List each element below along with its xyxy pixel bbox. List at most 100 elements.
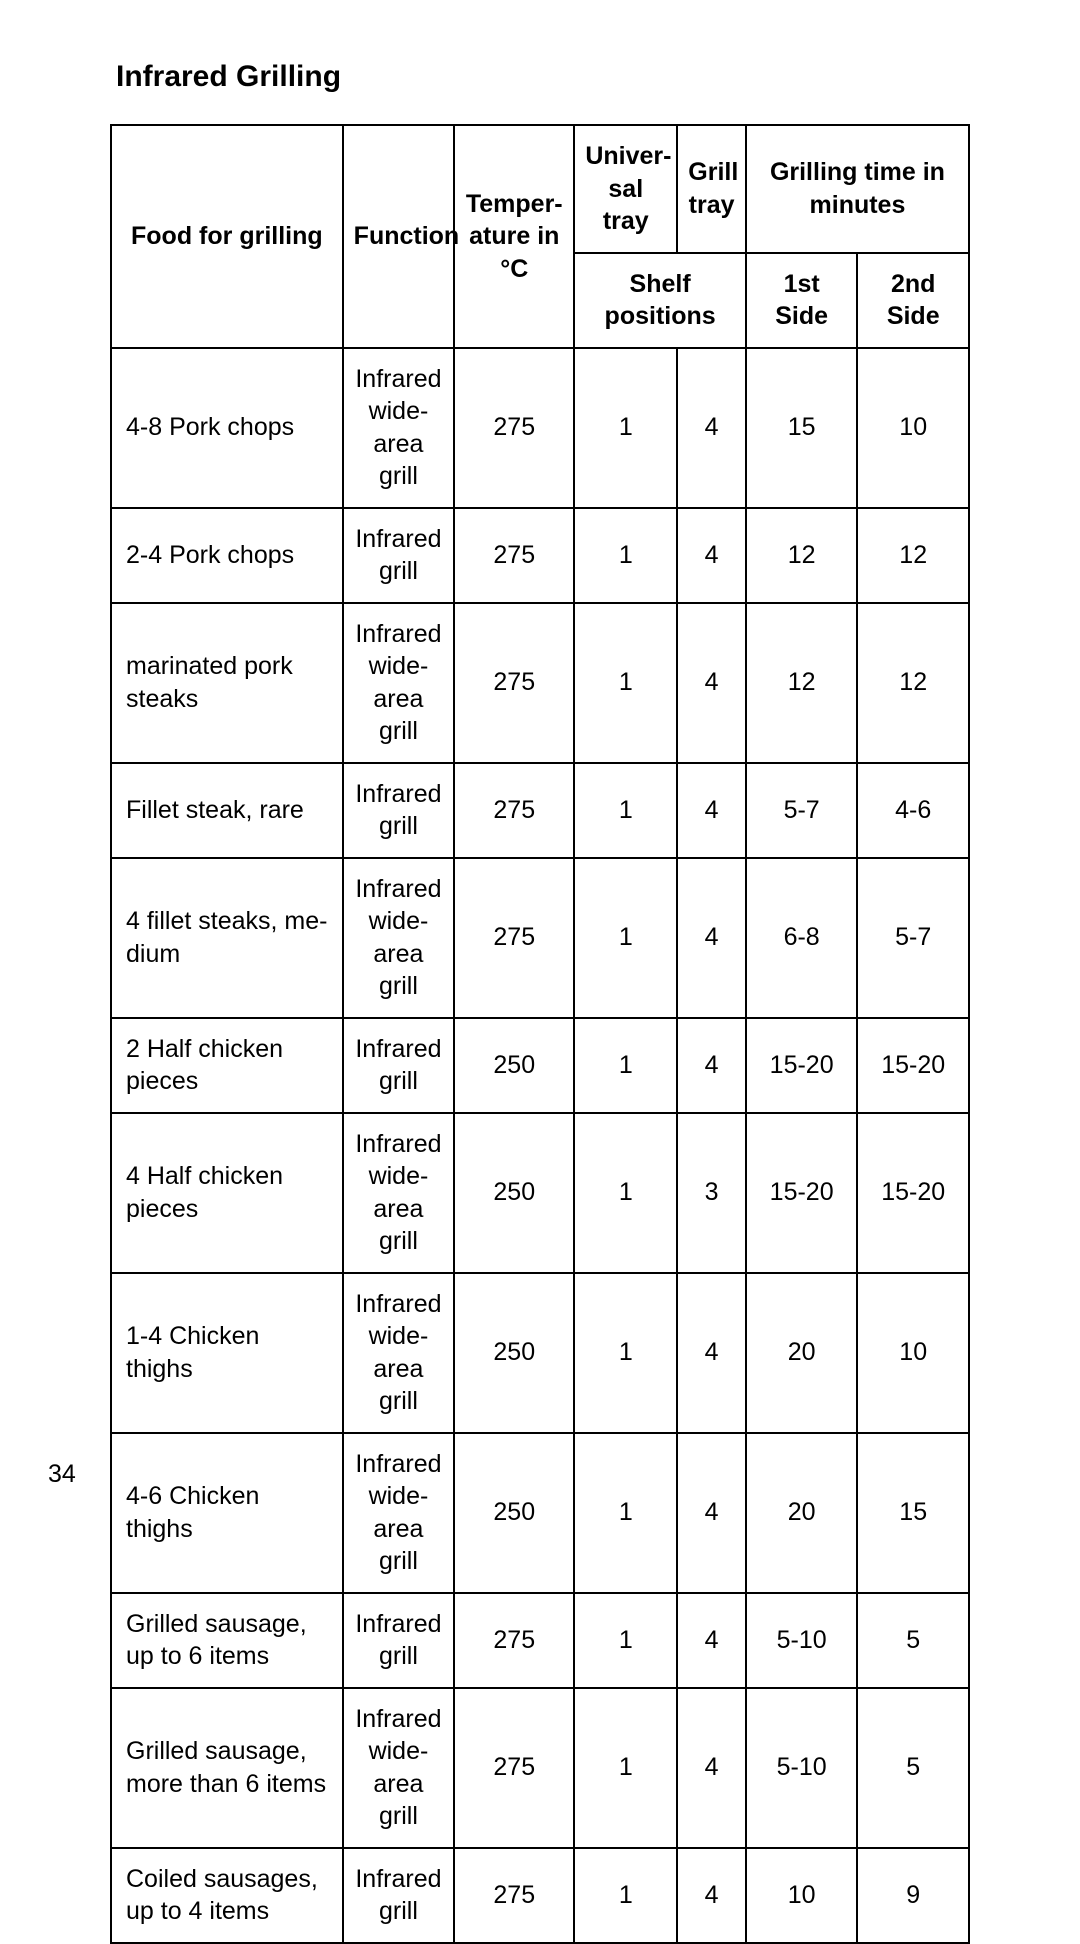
header-grillingtime: Grilling time in minutes (746, 125, 969, 253)
cell-side1: 5-7 (746, 763, 858, 858)
cell-side1: 10 (746, 1848, 858, 1943)
header-temp: Temper- ature in °C (454, 125, 574, 348)
cell-side1: 12 (746, 508, 858, 603)
table-body: 4-8 Pork chopsInfrared wide-area grill27… (111, 348, 969, 1943)
header-side2: 2nd Side (857, 253, 969, 348)
header-food: Food for grilling (111, 125, 343, 348)
table-row: 4 fillet steaks, me- diumInfrared wide-a… (111, 858, 969, 1018)
cell-food: 4 fillet steaks, me- dium (111, 858, 343, 1018)
cell-grill-tray: 4 (677, 1688, 746, 1848)
cell-universal-tray: 1 (574, 858, 677, 1018)
cell-side1: 15-20 (746, 1018, 858, 1113)
cell-function: Infrared grill (343, 1848, 455, 1943)
cell-function: Infrared wide-area grill (343, 1688, 455, 1848)
cell-side1: 20 (746, 1433, 858, 1593)
cell-food: 4-8 Pork chops (111, 348, 343, 508)
grilling-table: Food for grilling Function Temper- ature… (110, 124, 970, 1944)
cell-universal-tray: 1 (574, 603, 677, 763)
cell-universal-tray: 1 (574, 1113, 677, 1273)
cell-function: Infrared grill (343, 763, 455, 858)
page-title: Infrared Grilling (116, 60, 970, 94)
cell-food: marinated pork steaks (111, 603, 343, 763)
cell-food: Grilled sausage, more than 6 items (111, 1688, 343, 1848)
cell-temp: 275 (454, 1593, 574, 1688)
document-page: Infrared Grilling Food for grilling Func… (0, 0, 1080, 1529)
cell-grill-tray: 3 (677, 1113, 746, 1273)
cell-side2: 4-6 (857, 763, 969, 858)
cell-grill-tray: 4 (677, 603, 746, 763)
cell-side1: 5-10 (746, 1688, 858, 1848)
cell-side2: 10 (857, 1273, 969, 1433)
header-side1: 1st Side (746, 253, 858, 348)
cell-side1: 5-10 (746, 1593, 858, 1688)
table-row: Grilled sausage, more than 6 itemsInfrar… (111, 1688, 969, 1848)
cell-side2: 15-20 (857, 1018, 969, 1113)
cell-food: 4 Half chicken pieces (111, 1113, 343, 1273)
cell-universal-tray: 1 (574, 1273, 677, 1433)
table-row: 1-4 Chicken thighsInfrared wide-area gri… (111, 1273, 969, 1433)
cell-food: Fillet steak, rare (111, 763, 343, 858)
header-shelfpositions: Shelf positions (574, 253, 746, 348)
cell-grill-tray: 4 (677, 1848, 746, 1943)
table-row: marinated pork steaksInfrared wide-area … (111, 603, 969, 763)
cell-universal-tray: 1 (574, 1848, 677, 1943)
cell-grill-tray: 4 (677, 763, 746, 858)
table-row: 4-8 Pork chopsInfrared wide-area grill27… (111, 348, 969, 508)
cell-universal-tray: 1 (574, 508, 677, 603)
cell-universal-tray: 1 (574, 348, 677, 508)
cell-function: Infrared wide-area grill (343, 858, 455, 1018)
header-universal: Univer- sal tray (574, 125, 677, 253)
cell-side2: 5 (857, 1688, 969, 1848)
cell-function: Infrared grill (343, 508, 455, 603)
cell-temp: 250 (454, 1113, 574, 1273)
cell-food: 4-6 Chicken thighs (111, 1433, 343, 1593)
cell-grill-tray: 4 (677, 1593, 746, 1688)
cell-grill-tray: 4 (677, 1018, 746, 1113)
cell-function: Infrared wide-area grill (343, 1113, 455, 1273)
table-row: Coiled sausages, up to 4 itemsInfrared g… (111, 1848, 969, 1943)
cell-side2: 5 (857, 1593, 969, 1688)
cell-temp: 275 (454, 603, 574, 763)
cell-side2: 9 (857, 1848, 969, 1943)
cell-function: Infrared wide-area grill (343, 1273, 455, 1433)
table-row: 2 Half chicken piecesInfrared grill25014… (111, 1018, 969, 1113)
table-row: Fillet steak, rareInfrared grill275145-7… (111, 763, 969, 858)
page-number: 34 (48, 1460, 76, 1489)
cell-side1: 20 (746, 1273, 858, 1433)
cell-food: 1-4 Chicken thighs (111, 1273, 343, 1433)
cell-food: 2 Half chicken pieces (111, 1018, 343, 1113)
cell-temp: 275 (454, 763, 574, 858)
cell-temp: 275 (454, 858, 574, 1018)
table-row: Grilled sausage, up to 6 itemsInfrared g… (111, 1593, 969, 1688)
cell-grill-tray: 4 (677, 348, 746, 508)
header-grilltray: Grill tray (677, 125, 746, 253)
cell-function: Infrared wide-area grill (343, 603, 455, 763)
cell-grill-tray: 4 (677, 858, 746, 1018)
cell-grill-tray: 4 (677, 1273, 746, 1433)
cell-universal-tray: 1 (574, 1688, 677, 1848)
cell-grill-tray: 4 (677, 1433, 746, 1593)
cell-universal-tray: 1 (574, 763, 677, 858)
cell-universal-tray: 1 (574, 1593, 677, 1688)
cell-food: Coiled sausages, up to 4 items (111, 1848, 343, 1943)
cell-temp: 275 (454, 1688, 574, 1848)
cell-temp: 275 (454, 348, 574, 508)
cell-universal-tray: 1 (574, 1433, 677, 1593)
cell-side2: 5-7 (857, 858, 969, 1018)
cell-function: Infrared wide-area grill (343, 348, 455, 508)
cell-universal-tray: 1 (574, 1018, 677, 1113)
table-row: 4-6 Chicken thighsInfrared wide-area gri… (111, 1433, 969, 1593)
header-function: Function (343, 125, 455, 348)
cell-food: Grilled sausage, up to 6 items (111, 1593, 343, 1688)
cell-temp: 275 (454, 1848, 574, 1943)
cell-function: Infrared grill (343, 1593, 455, 1688)
cell-side2: 12 (857, 603, 969, 763)
table-row: 2-4 Pork chopsInfrared grill275141212 (111, 508, 969, 603)
cell-side1: 15-20 (746, 1113, 858, 1273)
cell-side2: 15 (857, 1433, 969, 1593)
cell-side2: 15-20 (857, 1113, 969, 1273)
cell-side1: 6-8 (746, 858, 858, 1018)
cell-temp: 250 (454, 1433, 574, 1593)
cell-temp: 250 (454, 1018, 574, 1113)
table-header-row-1: Food for grilling Function Temper- ature… (111, 125, 969, 253)
